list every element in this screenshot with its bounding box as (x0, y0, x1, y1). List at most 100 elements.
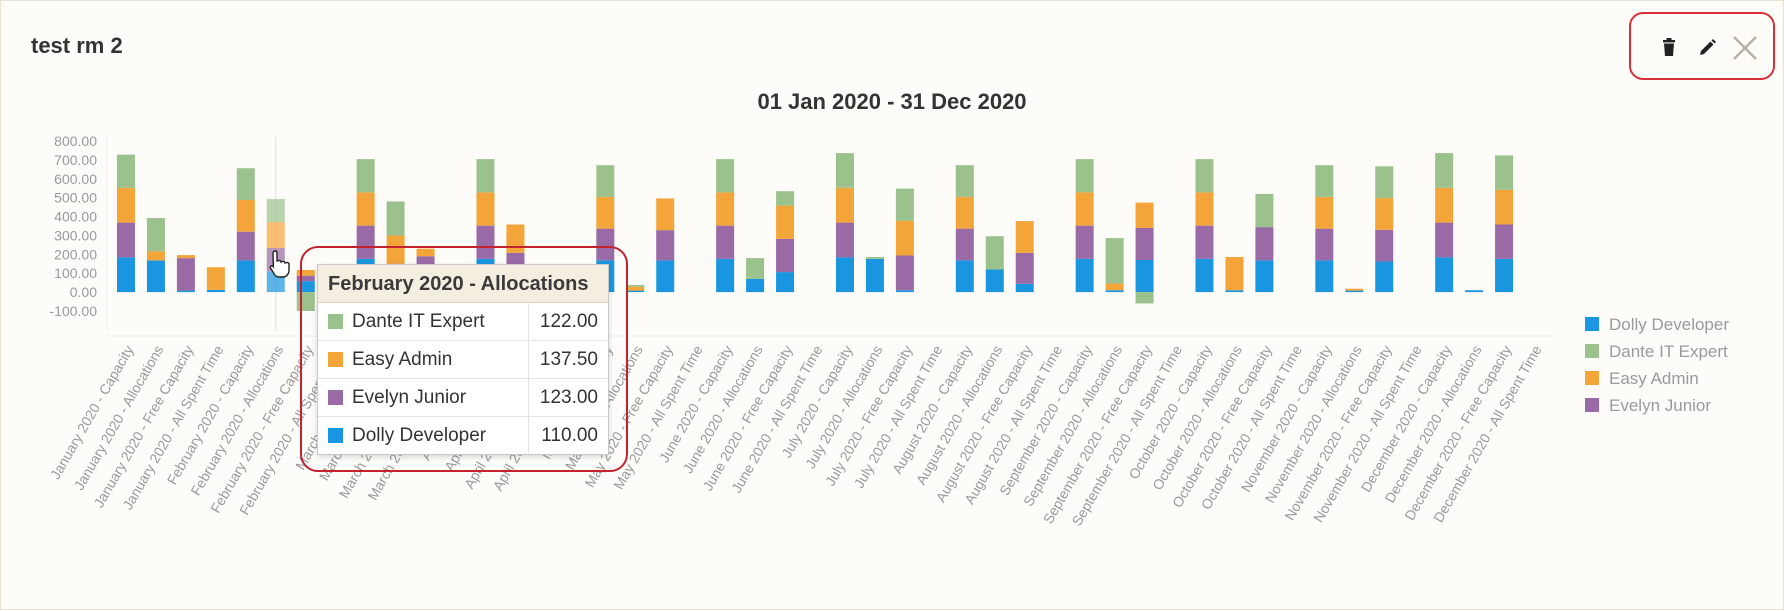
bar-segment (176, 255, 195, 259)
bar-segment (1375, 166, 1394, 199)
legend-swatch (1585, 317, 1599, 331)
edit-button[interactable] (1693, 34, 1721, 62)
bar-segment (1495, 189, 1514, 225)
bar-segment (776, 191, 795, 206)
bar-segment (506, 224, 525, 253)
bar-segment (835, 222, 854, 258)
bar-segment (596, 196, 615, 229)
tooltip-row: Dolly Developer 110.00 (318, 416, 608, 454)
tooltip-title: February 2020 - Allocations (318, 265, 608, 303)
bar-segment (296, 270, 315, 276)
bar-segment (1375, 261, 1394, 293)
bar-segment (236, 168, 255, 200)
bar-segment (206, 267, 225, 290)
bar-segment (1075, 192, 1094, 226)
tooltip-swatch (328, 428, 343, 443)
bar-segment (1375, 229, 1394, 262)
legend-label: Easy Admin (1609, 369, 1699, 388)
bar-segment (236, 260, 255, 293)
pencil-icon (1700, 39, 1716, 55)
legend-label: Dante IT Expert (1609, 342, 1728, 361)
bar-segment (1015, 283, 1034, 293)
bar-segment (356, 192, 375, 226)
trash-icon (1663, 38, 1675, 56)
tooltip-swatch (328, 352, 343, 367)
bar-segment (1075, 225, 1094, 259)
bar-segment (1135, 292, 1154, 304)
bar-segment (716, 225, 735, 259)
close-icon (1733, 36, 1757, 60)
bar-segment (1375, 198, 1394, 230)
tooltip-series-name: Dante IT Expert (318, 303, 529, 340)
bar-segment (476, 192, 495, 226)
close-button[interactable] (1731, 34, 1759, 62)
tooltip-row: Evelyn Junior 123.00 (318, 378, 608, 416)
y-tick-label: 600.00 (54, 171, 97, 187)
bar-segment (1015, 252, 1034, 284)
tooltip-series-label: Dante IT Expert (352, 310, 485, 332)
bar-segment (1225, 256, 1244, 291)
bar-segment (1315, 165, 1334, 197)
bar-segment (955, 260, 974, 293)
bar-segment (1255, 227, 1274, 261)
bar-segment (116, 187, 135, 223)
bar-segment (146, 260, 165, 293)
bar-segment (895, 290, 914, 293)
bar-segment (296, 281, 315, 293)
y-tick-label: 500.00 (54, 190, 97, 206)
bar-segment (835, 153, 854, 188)
tooltip-series-name: Dolly Developer (318, 417, 529, 454)
bar-segment (596, 228, 615, 261)
bar-segment (236, 231, 255, 261)
tooltip-swatch (328, 390, 343, 405)
tooltip-series-label: Evelyn Junior (352, 386, 467, 408)
bar-segment (1105, 283, 1124, 291)
bar-segment (746, 278, 765, 293)
bar-segment (1225, 290, 1244, 293)
bar-segment (1255, 193, 1274, 228)
bar-segment (1135, 202, 1154, 228)
bar-segment (1105, 238, 1124, 284)
bar-segment (865, 256, 884, 259)
bar-segment (1495, 258, 1514, 293)
bar-segment (176, 290, 195, 293)
tooltip-value: 122.00 (539, 310, 598, 332)
bar-segment (206, 289, 225, 293)
tooltip-highlight (300, 246, 628, 472)
bar-segment (1435, 187, 1454, 223)
bar-segment (865, 258, 884, 293)
bar-segment (1435, 257, 1454, 293)
bar-segment (1435, 222, 1454, 258)
bar-segment (386, 235, 405, 264)
y-tick-label: 800.00 (54, 133, 97, 149)
bar-segment (1105, 290, 1124, 293)
bar-segment (476, 225, 495, 259)
bar-segment (716, 192, 735, 226)
bar-segment (716, 159, 735, 193)
bar-segment (146, 218, 165, 252)
bar-segment (895, 220, 914, 256)
bar-segment (356, 159, 375, 193)
bar-segment (1435, 153, 1454, 188)
delete-button[interactable] (1655, 34, 1683, 62)
panel-title: test rm 2 (31, 33, 123, 58)
bar-segment (176, 258, 195, 291)
bar-segment (1015, 221, 1034, 253)
bar-segment (1465, 290, 1484, 293)
bar-segment (1495, 155, 1514, 190)
bar-segment (1195, 258, 1214, 293)
bar-segment (1315, 228, 1334, 261)
bar-segment (985, 269, 1004, 293)
bar-segment (1135, 227, 1154, 260)
bar-segment (626, 290, 645, 293)
bar-segment (955, 196, 974, 229)
bar-segment (1135, 260, 1154, 293)
legend-label: Dolly Developer (1609, 315, 1729, 334)
tooltip-swatch (328, 314, 343, 329)
bar-segment (1495, 224, 1514, 259)
tooltip: February 2020 - Allocations Dante IT Exp… (317, 264, 609, 455)
legend-label: Evelyn Junior (1609, 396, 1711, 415)
bar-segment (985, 236, 1004, 270)
y-tick-label: 400.00 (54, 209, 97, 225)
